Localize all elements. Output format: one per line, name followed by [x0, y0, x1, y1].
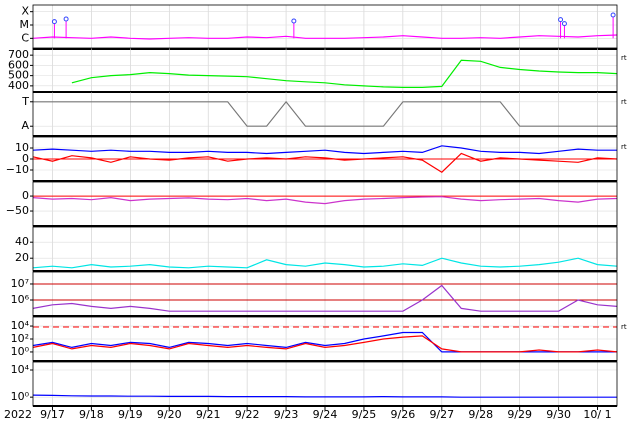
y-tick-label: 10⁶ [11, 293, 30, 306]
x-tick-label: 9/17 [40, 408, 65, 421]
y-tick-label: 10 [15, 141, 29, 154]
x-tick-label: 9/27 [429, 408, 454, 421]
y-tick-label: 10⁴ [11, 363, 30, 376]
x-tick-label: 9/20 [157, 408, 182, 421]
data-line [32, 152, 618, 173]
data-line [32, 34, 618, 40]
side-label: rt [621, 98, 627, 106]
y-tick-label: 0 [22, 189, 29, 202]
x-tick-label: 9/22 [235, 408, 260, 421]
x-tick-label: 10/ 1 [583, 408, 611, 421]
data-line [32, 335, 618, 353]
side-label: rt [621, 323, 627, 331]
x-tick-label: 9/18 [79, 408, 104, 421]
data-line [32, 257, 618, 269]
x-tick-label: 9/25 [352, 408, 377, 421]
x-tick-label: 9/30 [546, 408, 571, 421]
data-line [32, 145, 617, 155]
y-tick-label: 10⁰ [11, 345, 30, 358]
x-tick-label: 9/23 [274, 408, 299, 421]
y-tick-label: 0 [22, 152, 29, 165]
x-tick-label: 9/19 [118, 408, 143, 421]
y-tick-label: 500 [8, 69, 29, 82]
side-label: rt [621, 54, 627, 62]
y-tick-label: T [21, 95, 29, 108]
data-line [32, 394, 617, 398]
y-tick-label: M [20, 18, 30, 31]
x-tick-label: 9/21 [196, 408, 221, 421]
data-line [33, 100, 617, 127]
year-label: 2022 [4, 408, 32, 421]
x-tick-label: 9/29 [507, 408, 532, 421]
y-tick-label: 700 [8, 48, 29, 61]
flare-marker [610, 12, 616, 18]
y-tick-label: −10 [6, 163, 29, 176]
flare-marker [63, 16, 69, 22]
y-tick-label: 600 [8, 58, 29, 71]
y-tick-label: 20 [15, 251, 29, 264]
y-tick-label: X [21, 5, 29, 18]
y-tick-label: C [21, 31, 29, 44]
flare-marker [51, 19, 57, 25]
y-tick-label: 10⁴ [11, 319, 30, 332]
y-tick-label: 400 [8, 79, 29, 92]
y-tick-label: 10² [11, 332, 29, 345]
x-tick-label: 9/26 [391, 408, 416, 421]
data-line [32, 196, 618, 205]
y-tick-label: −50 [6, 204, 29, 217]
y-tick-label: 40 [15, 235, 29, 248]
flare-marker [558, 17, 564, 23]
flare-marker [291, 18, 297, 24]
side-label: rt [621, 143, 627, 151]
x-tick-label: 9/28 [468, 408, 493, 421]
x-tick-label: 9/24 [313, 408, 338, 421]
flare-marker [561, 21, 567, 27]
y-tick-label: 10⁷ [11, 277, 29, 290]
y-tick-label: 10⁰ [11, 390, 30, 403]
data-line [32, 284, 618, 312]
data-line [71, 59, 618, 88]
y-tick-label: A [21, 119, 29, 132]
